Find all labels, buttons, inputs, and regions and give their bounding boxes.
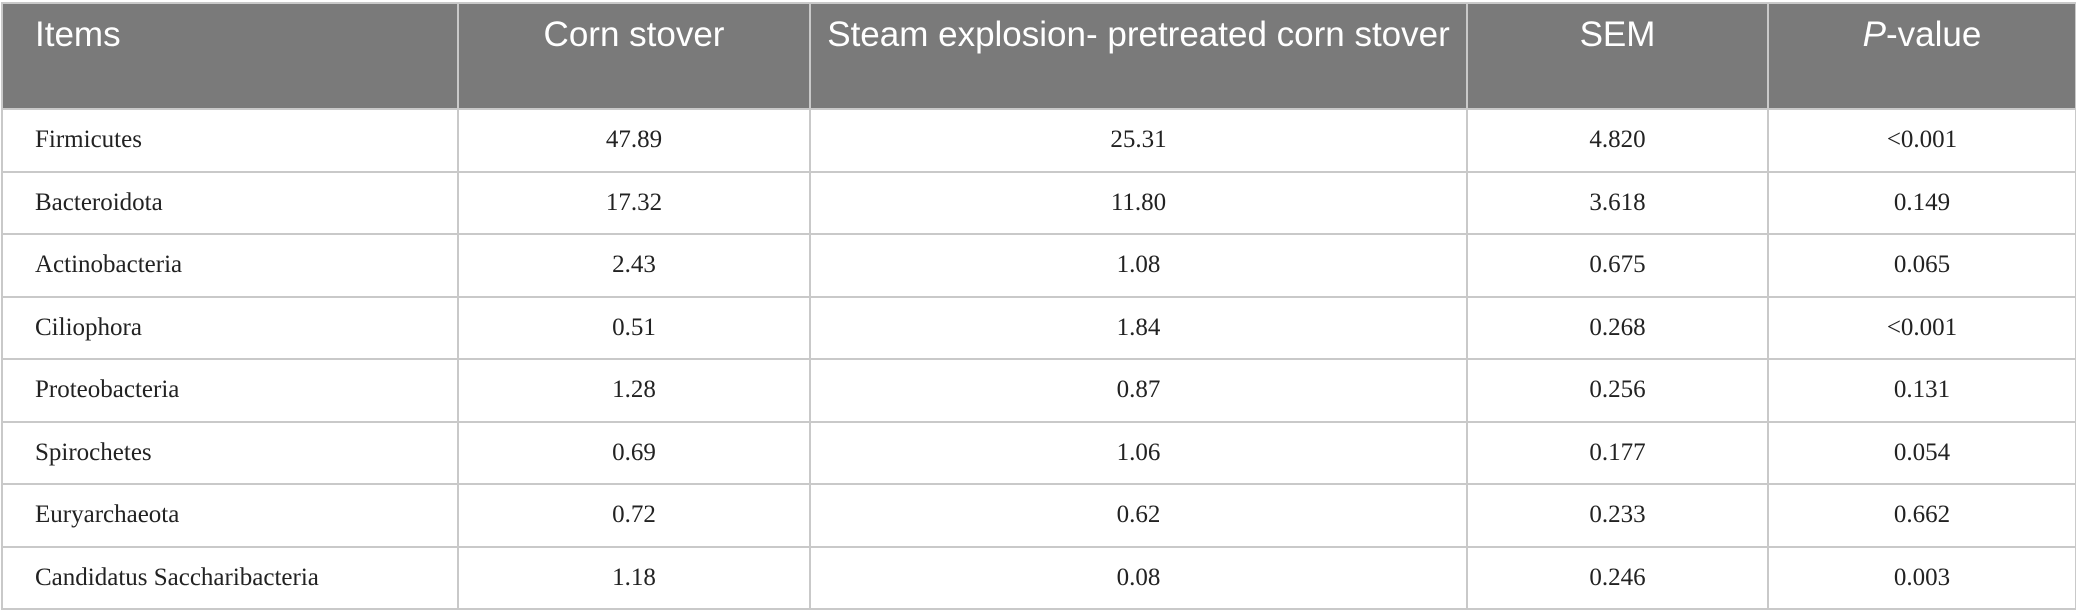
cell-p-value: 0.662 (1767, 483, 2076, 548)
cell-item: Spirochetes (1, 420, 459, 485)
cell-corn-stover: 1.28 (457, 358, 811, 423)
header-sem: SEM (1466, 2, 1769, 110)
cell-corn-stover: 0.51 (457, 295, 811, 360)
table-body: Firmicutes 47.89 25.31 4.820 <0.001 Bact… (1, 108, 2076, 610)
cell-steam-explosion: 1.08 (809, 233, 1468, 298)
cell-steam-explosion: 11.80 (809, 170, 1468, 235)
cell-steam-explosion: 0.87 (809, 358, 1468, 423)
cell-p-value: <0.001 (1767, 108, 2076, 173)
cell-corn-stover: 1.18 (457, 545, 811, 610)
p-value-suffix: -value (1886, 15, 1982, 54)
cell-p-value: <0.001 (1767, 295, 2076, 360)
header-row: Items Corn stover Steam explosion- pretr… (1, 2, 2076, 110)
table-row: Actinobacteria 2.43 1.08 0.675 0.065 (1, 233, 2076, 298)
cell-corn-stover: 2.43 (457, 233, 811, 298)
cell-item: Proteobacteria (1, 358, 459, 423)
cell-sem: 0.246 (1466, 545, 1769, 610)
cell-p-value: 0.003 (1767, 545, 2076, 610)
cell-steam-explosion: 1.84 (809, 295, 1468, 360)
table-row: Bacteroidota 17.32 11.80 3.618 0.149 (1, 170, 2076, 235)
table-row: Euryarchaeota 0.72 0.62 0.233 0.662 (1, 483, 2076, 548)
table-row: Ciliophora 0.51 1.84 0.268 <0.001 (1, 295, 2076, 360)
cell-corn-stover: 0.72 (457, 483, 811, 548)
cell-corn-stover: 17.32 (457, 170, 811, 235)
header-corn-stover: Corn stover (457, 2, 811, 110)
cell-steam-explosion: 1.06 (809, 420, 1468, 485)
cell-item: Actinobacteria (1, 233, 459, 298)
cell-p-value: 0.054 (1767, 420, 2076, 485)
cell-steam-explosion: 0.62 (809, 483, 1468, 548)
p-value-italic-letter: P (1862, 15, 1887, 54)
cell-steam-explosion: 0.08 (809, 545, 1468, 610)
table-header: Items Corn stover Steam explosion- pretr… (1, 2, 2076, 110)
table-row: Candidatus Saccharibacteria 1.18 0.08 0.… (1, 545, 2076, 610)
cell-item: Ciliophora (1, 295, 459, 360)
cell-p-value: 0.131 (1767, 358, 2076, 423)
cell-sem: 0.675 (1466, 233, 1769, 298)
cell-sem: 3.618 (1466, 170, 1769, 235)
cell-item: Euryarchaeota (1, 483, 459, 548)
header-items: Items (1, 2, 459, 110)
table-row: Firmicutes 47.89 25.31 4.820 <0.001 (1, 108, 2076, 173)
table-row: Spirochetes 0.69 1.06 0.177 0.054 (1, 420, 2076, 485)
cell-steam-explosion: 25.31 (809, 108, 1468, 173)
table-row: Proteobacteria 1.28 0.87 0.256 0.131 (1, 358, 2076, 423)
cell-item: Firmicutes (1, 108, 459, 173)
cell-item: Bacteroidota (1, 170, 459, 235)
cell-corn-stover: 47.89 (457, 108, 811, 173)
cell-corn-stover: 0.69 (457, 420, 811, 485)
cell-item: Candidatus Saccharibacteria (1, 545, 459, 610)
cell-sem: 4.820 (1466, 108, 1769, 173)
cell-p-value: 0.149 (1767, 170, 2076, 235)
cell-sem: 0.233 (1466, 483, 1769, 548)
cell-sem: 0.177 (1466, 420, 1769, 485)
cell-sem: 0.256 (1466, 358, 1769, 423)
header-steam-explosion: Steam explosion- pretreated corn stover (809, 2, 1468, 110)
cell-p-value: 0.065 (1767, 233, 2076, 298)
cell-sem: 0.268 (1466, 295, 1769, 360)
header-p-value: P-value (1767, 2, 2076, 110)
